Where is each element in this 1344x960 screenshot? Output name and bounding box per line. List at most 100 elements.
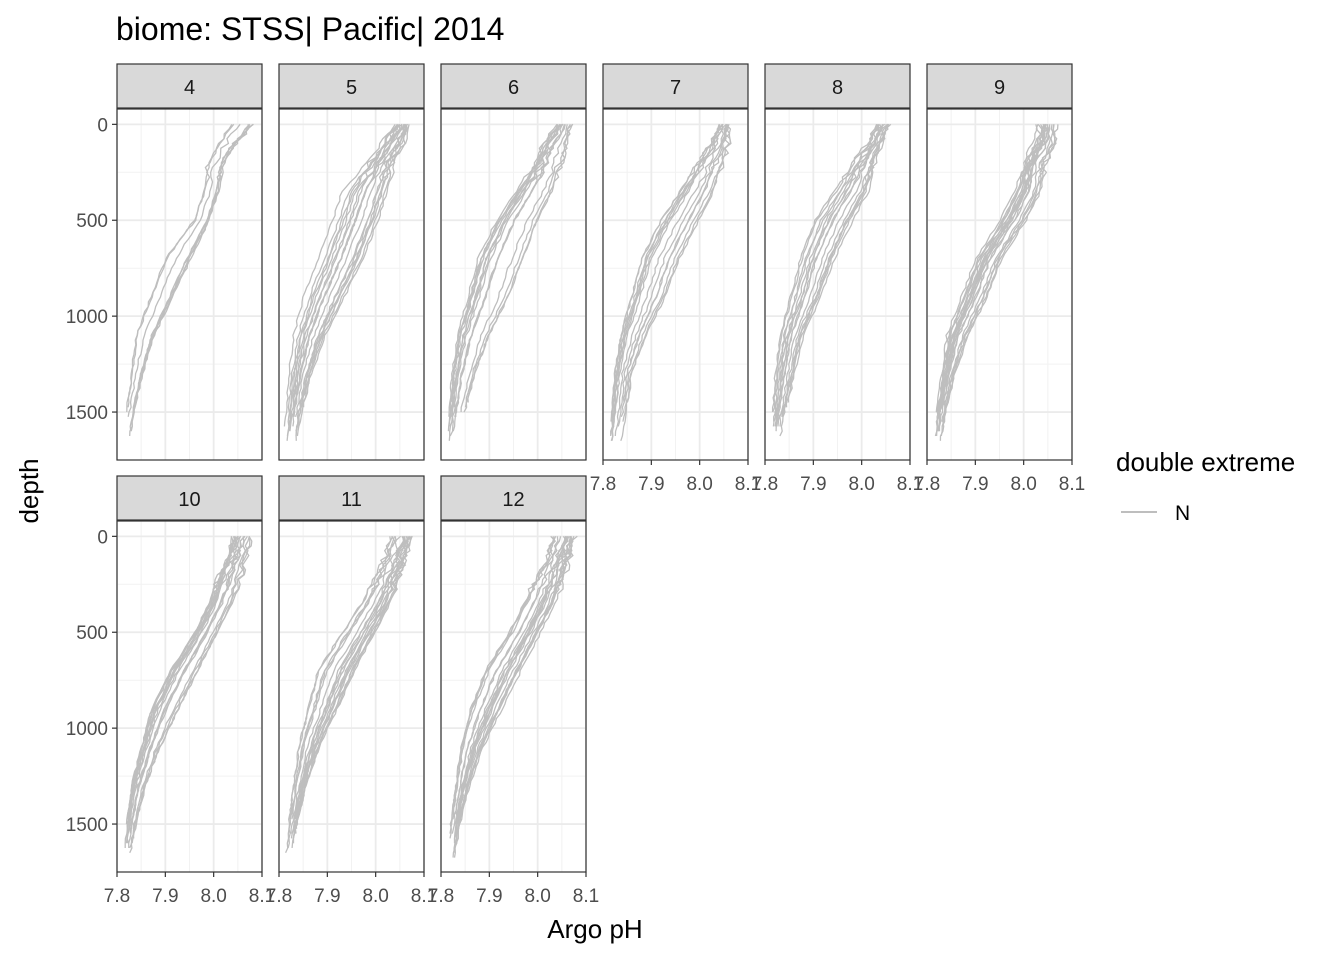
facet-strip-label: 5 <box>346 77 357 99</box>
profile-line <box>451 536 559 834</box>
panel-border <box>116 520 263 873</box>
facet-strip <box>602 63 749 109</box>
profile-line <box>616 124 723 403</box>
facet-panel-10: 10 0 500 1000 1500 7.8 7.9 8.0 8.1 <box>66 475 275 907</box>
facet-strip <box>440 63 587 109</box>
profile-line <box>449 536 557 834</box>
facet-panel-9: 9 7.8 7.9 8.0 8.1 <box>914 63 1085 495</box>
profile-line <box>459 536 573 820</box>
profile-line <box>300 123 409 408</box>
profile-line <box>129 536 251 854</box>
profile-line <box>126 123 233 413</box>
profile-line <box>452 535 556 820</box>
facet-strip-label: 4 <box>184 77 195 99</box>
profile-line <box>125 536 239 844</box>
y-axis-title: depth <box>14 458 44 523</box>
facet-strip-label: 6 <box>508 77 519 99</box>
profile-line <box>126 535 242 844</box>
profile-line <box>126 536 234 820</box>
y-tick-label: 1500 <box>66 815 108 836</box>
profile-line <box>132 536 251 839</box>
profile-line <box>463 123 574 413</box>
panel-border <box>278 520 425 873</box>
x-tick-label: 7.9 <box>152 886 178 907</box>
y-tick-label: 1000 <box>66 307 108 328</box>
profile-line <box>290 535 402 834</box>
profile-line <box>610 123 724 441</box>
x-tick-label: 7.9 <box>638 474 664 495</box>
profile-line <box>452 536 575 858</box>
facet-panel-7: 7 7.8 7.9 8.0 8.1 <box>590 63 761 495</box>
panel-border <box>440 108 587 461</box>
profile-line <box>941 124 1050 408</box>
profile-line <box>781 123 889 417</box>
legend-title: double extreme <box>1116 447 1295 477</box>
profile-line <box>448 123 563 441</box>
profile-line <box>289 124 401 432</box>
facet-strip <box>440 475 587 521</box>
profile-line <box>448 123 558 417</box>
facet-strip <box>278 63 425 109</box>
profile-line <box>283 123 398 427</box>
profile-line <box>449 124 560 417</box>
x-tick-label: 8.0 <box>848 474 874 495</box>
profile-line <box>460 124 568 413</box>
profile-line <box>295 124 406 432</box>
panel-border <box>602 108 749 461</box>
x-tick-label: 8.1 <box>573 886 599 907</box>
y-tick-label: 1500 <box>66 403 108 424</box>
facet-panel-12: 12 7.8 7.9 8.0 8.1 <box>428 475 599 907</box>
panel-border <box>926 108 1073 461</box>
panel-border <box>278 108 425 461</box>
panel-border <box>764 108 911 461</box>
x-tick-label: 8.0 <box>524 886 550 907</box>
facet-panel-11: 11 7.8 7.9 8.0 8.1 <box>266 475 437 907</box>
profile-line <box>290 535 406 839</box>
profile-line <box>453 535 578 858</box>
x-tick-label: 7.8 <box>752 474 778 495</box>
profile-line <box>454 124 566 417</box>
profile-line <box>129 535 245 834</box>
profile-line <box>935 124 1045 437</box>
x-tick-label: 8.1 <box>249 886 275 907</box>
panel-border <box>440 520 587 873</box>
y-tick-label: 500 <box>76 211 108 232</box>
profile-line <box>288 536 392 820</box>
x-axis-title: Argo pH <box>547 914 642 944</box>
profile-line <box>294 124 407 418</box>
y-tick-label: 0 <box>97 527 108 548</box>
profile-line <box>773 124 880 422</box>
profile-line <box>457 536 570 815</box>
profile-line <box>938 124 1050 432</box>
profile-line <box>620 124 729 418</box>
profile-line <box>779 123 884 427</box>
facet-panel-8: 8 7.8 7.9 8.0 8.1 <box>752 63 923 495</box>
profile-line <box>781 124 889 417</box>
profile-line <box>943 124 1052 408</box>
profile-line <box>771 124 878 412</box>
profile-line <box>127 123 235 408</box>
y-tick-label: 500 <box>76 623 108 644</box>
profile-line <box>941 124 1055 422</box>
profile-line <box>291 535 396 815</box>
x-tick-label: 8.0 <box>200 886 226 907</box>
x-tick-label: 7.8 <box>428 886 454 907</box>
x-tick-label: 8.1 <box>411 886 437 907</box>
profile-line <box>452 123 564 432</box>
profile-line <box>772 123 880 427</box>
profile-line <box>611 123 724 413</box>
x-tick-label: 8.1 <box>735 474 761 495</box>
x-tick-label: 7.9 <box>314 886 340 907</box>
profile-line <box>286 124 399 437</box>
x-tick-label: 8.0 <box>1010 474 1036 495</box>
profile-line <box>937 124 1047 417</box>
x-tick-label: 8.1 <box>1059 474 1085 495</box>
profile-line <box>295 536 405 815</box>
legend: double extreme N <box>1116 447 1295 525</box>
facet-strip <box>116 63 263 109</box>
profile-line <box>777 123 886 427</box>
facet-strip-label: 11 <box>341 489 362 511</box>
facet-strip <box>926 63 1073 109</box>
profile-line <box>939 124 1057 441</box>
profile-line <box>620 123 732 442</box>
